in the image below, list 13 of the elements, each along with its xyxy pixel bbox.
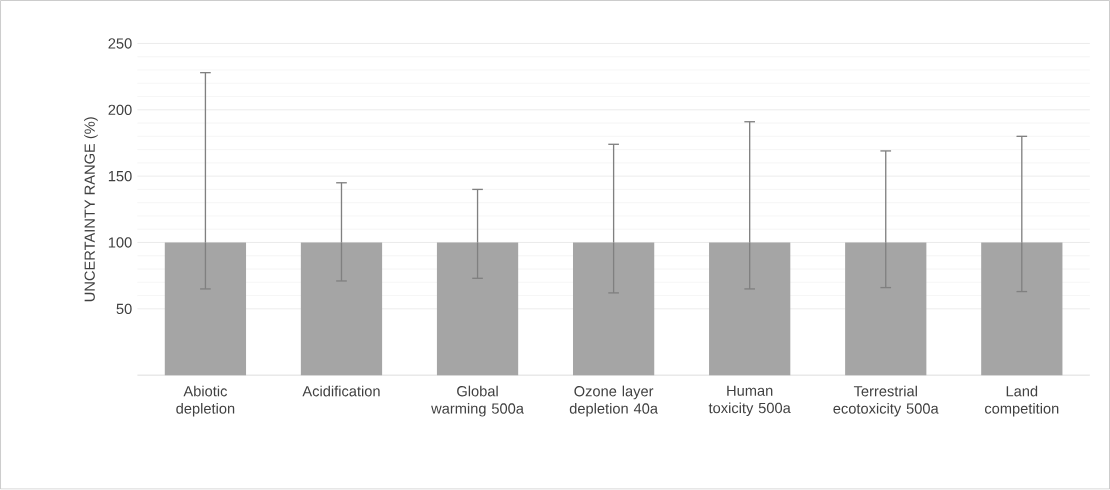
y-tick-label: 50: [116, 303, 132, 315]
y-tick-label: 100: [108, 237, 132, 248]
x-tick-label: Human toxicity 500a: [708, 385, 791, 417]
x-tick-label: Global warming 500a: [431, 385, 524, 417]
x-tick-label: Abiotic depletion: [176, 385, 235, 417]
x-tick-label: Land competition: [984, 385, 1059, 417]
y-tick-label: 150: [108, 171, 132, 182]
y-axis-title: UNCERTAINTY RANGE (%): [84, 117, 98, 302]
y-tick-label: 200: [108, 104, 132, 116]
y-tick-label: 250: [108, 38, 132, 49]
x-tick-label: Terrestrial ecotoxicity 500a: [833, 385, 939, 417]
x-tick-label: Ozone layer depletion 40a: [569, 385, 658, 417]
x-tick-label: Acidification: [302, 385, 380, 397]
